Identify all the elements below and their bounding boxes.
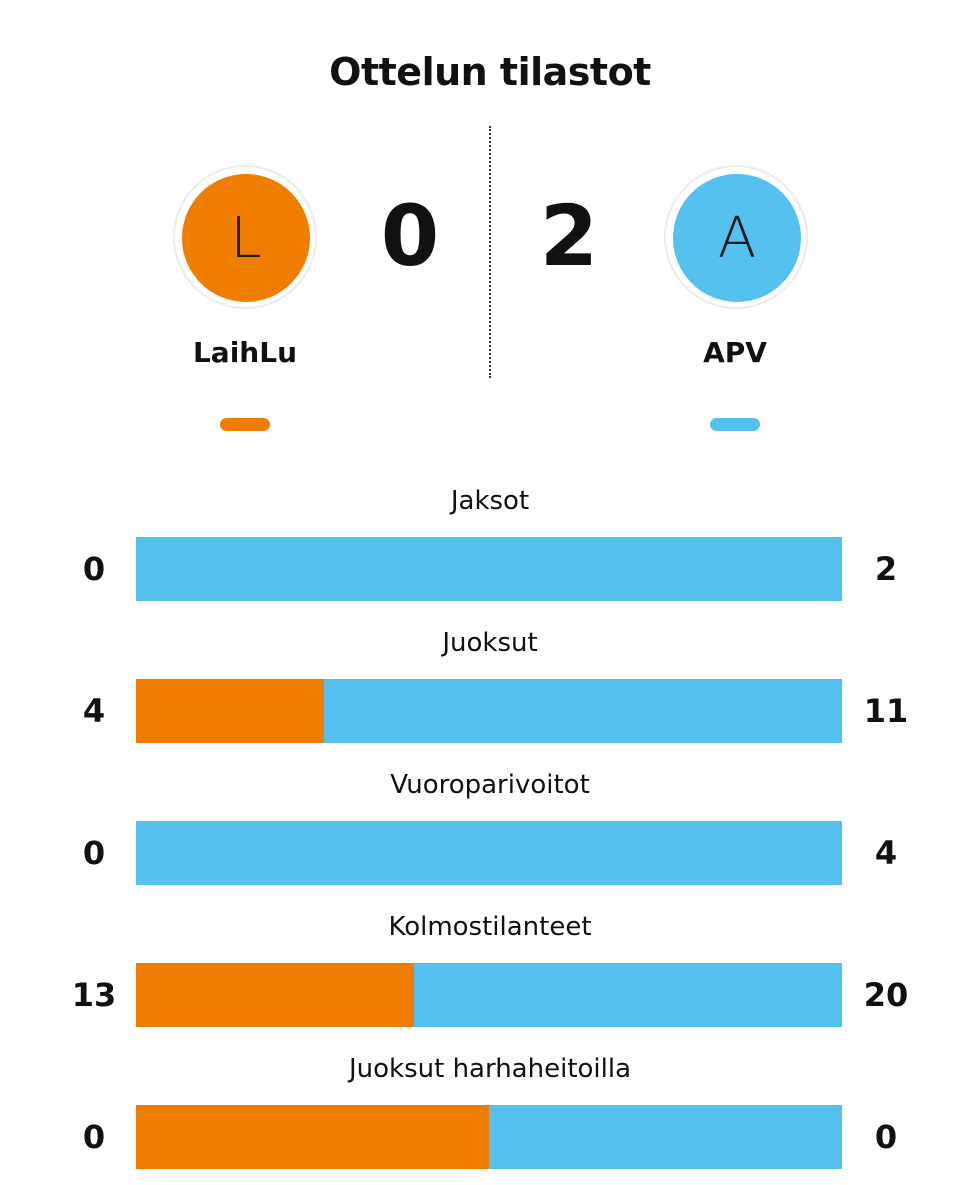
away-team-name: APV	[703, 336, 767, 369]
stat-home-value: 0	[82, 834, 106, 872]
stat-bar	[136, 537, 842, 601]
stat-bar	[136, 963, 842, 1027]
stat-away-value: 20	[863, 976, 909, 1014]
stat-bar-home	[136, 679, 325, 743]
stat-home-value: 4	[82, 692, 106, 730]
home-team-name: LaihLu	[192, 336, 298, 369]
stat-bar-away	[414, 963, 842, 1027]
stat-label: Vuoroparivoitot	[390, 770, 590, 800]
stat-label: Jaksot	[450, 486, 530, 516]
stat-away-value: 4	[874, 834, 898, 872]
stat-away-value: 0	[874, 1118, 898, 1156]
stat-bar-away	[136, 537, 842, 601]
stat-bar	[136, 1105, 842, 1169]
home-legend-swatch	[220, 418, 270, 431]
stat-label: Juoksut	[442, 628, 538, 658]
stat-bar	[136, 821, 842, 885]
away-team-logo-initial: A	[673, 174, 801, 302]
stat-label: Juoksut harhaheitoilla	[348, 1054, 632, 1084]
home-team-logo-initial: L	[182, 174, 310, 302]
page-title: Ottelun tilastot	[329, 50, 651, 94]
stat-bar-away	[489, 1105, 842, 1169]
away-legend-swatch	[710, 418, 760, 431]
away-team-logo: A	[664, 165, 808, 309]
stat-bar-away	[136, 821, 842, 885]
home-team-logo: L	[173, 165, 317, 309]
stat-bar	[136, 679, 842, 743]
stat-away-value: 2	[874, 550, 898, 588]
score-divider	[489, 126, 491, 378]
stat-bar-home	[136, 1105, 489, 1169]
stat-bar-home	[136, 963, 415, 1027]
stat-home-value: 13	[71, 976, 117, 1014]
stat-home-value: 0	[82, 550, 106, 588]
stat-home-value: 0	[82, 1118, 106, 1156]
away-score: 2	[539, 187, 599, 285]
stat-away-value: 11	[863, 692, 909, 730]
home-score: 0	[380, 187, 440, 285]
stat-bar-away	[324, 679, 842, 743]
stat-label: Kolmostilanteet	[388, 912, 592, 942]
